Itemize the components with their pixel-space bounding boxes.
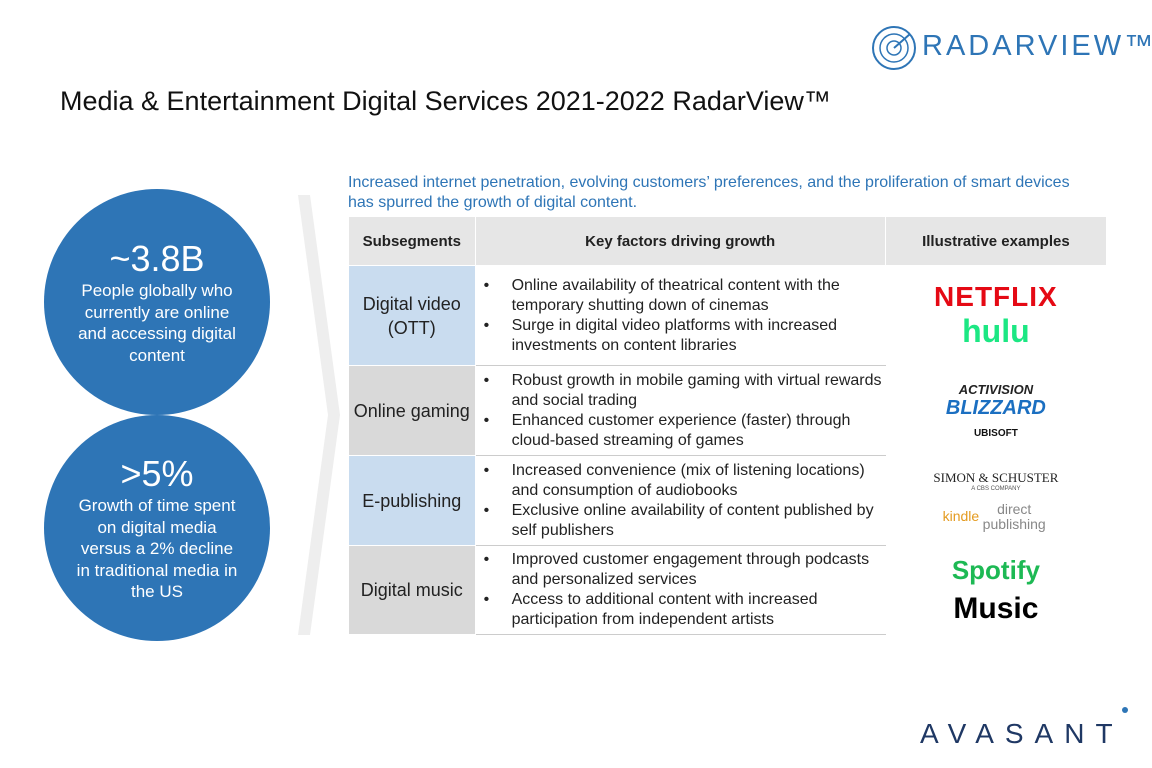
factors-cell: Increased convenience (mix of listening … (474, 455, 886, 546)
growth-table: Subsegments Key factors driving growth Ill… (348, 216, 1108, 635)
factor: Exclusive online availability of content… (484, 501, 885, 541)
examples-cell: SIMON & SCHUSTER A CBS COMPANY kindle direc… (884, 455, 1108, 546)
factors-cell: Online availability of theatrical conten… (474, 265, 886, 366)
stat-text: People globally who currently are online… (78, 281, 236, 365)
stat-circle: ~3.8B People globally who currently are o… (44, 189, 270, 415)
factor-list: Improved customer engagement through pod… (476, 550, 885, 630)
example-logo: UBISOFT (973, 428, 1018, 439)
avasant-logo: AVASANT (920, 718, 1124, 749)
radarview-logo: RADARVIEW™ (922, 30, 1152, 62)
stat-value: ~3.8B (109, 238, 205, 279)
factor: Robust growth in mobile gaming with virt… (484, 371, 885, 411)
factor: Surge in digital video platforms with in… (484, 316, 885, 356)
examples-cell: ACTIVISION BLIZZARD UBISOFT (884, 365, 1108, 456)
stat-circle: >5% Growth of time spent on digital media… (44, 415, 270, 641)
factor: Online availability of theatrical conten… (484, 276, 885, 316)
factor: Access to additional content with increa… (484, 590, 885, 630)
factors-cell: Improved customer engagement through pod… (474, 545, 886, 635)
subsegment: Digital music (348, 545, 476, 635)
example-logo: hulu (962, 313, 1030, 349)
radarview-icon (872, 26, 916, 70)
examples-cell: Spotify Music (884, 545, 1108, 635)
factor-list: Online availability of theatrical conten… (476, 276, 885, 356)
stat-value: >5% (120, 453, 194, 495)
column-header: Subsegments (348, 216, 476, 266)
example-logo: NETFLIX (934, 281, 1058, 312)
factors-cell: Robust growth in mobile gaming with virt… (474, 365, 886, 456)
example-logo: Music (953, 591, 1039, 625)
logo-dot (1122, 707, 1128, 713)
example-logo: direct publishing (982, 500, 1046, 532)
column-header: Illustrative examples (884, 216, 1108, 266)
example-logo: kindle (942, 507, 980, 524)
table-row: Online gamingRobust growth in mobile gam… (348, 365, 1108, 456)
column-header: Key factors driving growth (474, 216, 886, 266)
example-logo: ACTIVISION (958, 382, 1034, 397)
example-logo: Spotify (951, 554, 1040, 585)
table-row: Digital video (OTT)Online availability o… (348, 265, 1108, 366)
intro-text: Increased internet penetration, evolving… (348, 174, 1070, 211)
header-row: Subsegments Key factors driving growth Ill… (348, 216, 1108, 266)
factor: Enhanced customer experience (faster) th… (484, 411, 885, 451)
factor: Improved customer engagement through pod… (484, 550, 885, 590)
factor: Increased convenience (mix of listening … (484, 461, 885, 501)
slide-title: Media & Entertainment Digital Services 2… (60, 86, 831, 116)
factor-list: Robust growth in mobile gaming with virt… (476, 371, 885, 451)
subsegment: E-publishing (348, 455, 476, 546)
examples-cell: NETFLIX hulu (884, 265, 1108, 366)
subsegment: Digital video (OTT) (348, 265, 476, 366)
factor-list: Increased convenience (mix of listening … (476, 461, 885, 541)
example-logo: A CBS COMPANY (971, 485, 1021, 492)
example-logo: SIMON & SCHUSTER (933, 469, 1059, 485)
subsegment: Online gaming (348, 365, 476, 456)
example-logo: BLIZZARD (945, 397, 1046, 419)
stat-text: Growth of time spent on digital media ve… (76, 496, 238, 602)
table-row: E-publishingIncreased convenience (mix o… (348, 455, 1108, 546)
chevron (298, 195, 340, 635)
table-row: Digital musicImproved customer engagemen… (348, 545, 1108, 635)
